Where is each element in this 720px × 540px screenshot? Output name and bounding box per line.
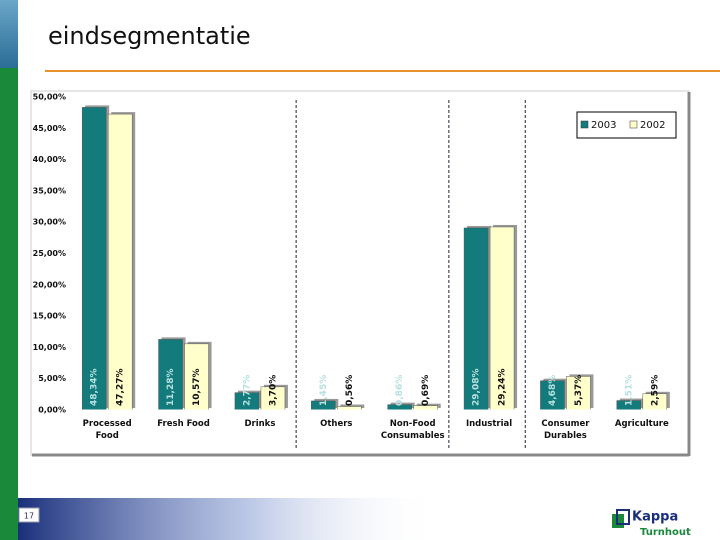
value-label: 0,56%: [345, 375, 355, 406]
legend-swatch: [580, 120, 589, 129]
side-accent: [0, 0, 18, 68]
legend-label: 2003: [591, 120, 616, 131]
logo-name: Kappa: [632, 510, 678, 525]
bar: [566, 376, 591, 411]
logo-mark: [616, 509, 630, 525]
y-tick-label: 50,00%: [33, 93, 66, 102]
y-tick-label: 35,00%: [33, 186, 66, 195]
y-tick-label: 10,00%: [33, 343, 66, 352]
y-tick-label: 15,00%: [33, 312, 66, 321]
footer-band: [18, 498, 438, 540]
y-tick-label: 30,00%: [33, 218, 66, 227]
value-label: 2,59%: [650, 375, 660, 406]
value-label: 11,28%: [166, 369, 176, 407]
bar: [489, 226, 515, 411]
page-box: [18, 507, 40, 523]
y-tick-label: 20,00%: [33, 280, 66, 289]
bar: [158, 339, 183, 411]
slide-title: eindsegmentatie: [48, 22, 251, 50]
value-label: 5,37%: [574, 375, 584, 406]
y-tick-label: 40,00%: [33, 155, 66, 164]
x-tick-label: Drinks: [244, 419, 276, 429]
value-label: 29,08%: [472, 369, 482, 407]
page-number: 17: [24, 512, 34, 521]
legend: [576, 111, 677, 139]
x-tick-label: Non-Food Consumables: [380, 419, 445, 441]
value-label: 2,77%: [242, 375, 252, 406]
y-tick-label: 45,00%: [33, 124, 66, 133]
x-tick-label: Industrial: [465, 419, 513, 429]
bar: [337, 406, 362, 411]
value-label: 29,24%: [498, 369, 508, 407]
y-tick-label: 5,00%: [38, 374, 66, 383]
x-tick-label: Agriculture: [614, 419, 669, 429]
bar: [463, 227, 489, 411]
value-label: 1,45%: [319, 375, 329, 406]
value-label: 47,27%: [116, 369, 126, 407]
bar: [540, 380, 565, 411]
value-label: 3,70%: [268, 375, 278, 406]
value-label: 0,86%: [395, 375, 405, 406]
y-tick-label: 25,00%: [33, 249, 66, 258]
legend-swatch: [629, 120, 638, 129]
x-tick-label: Others: [320, 419, 353, 429]
value-label: 10,57%: [192, 369, 202, 407]
bar: [184, 343, 209, 411]
value-label: 48,34%: [90, 369, 100, 407]
x-tick-label: Consumer Durables: [541, 419, 590, 441]
x-tick-label: Processed Food: [82, 419, 132, 441]
value-label: 1,51%: [624, 375, 634, 406]
logo-place: Turnhout: [640, 527, 691, 538]
side-bar: [0, 68, 18, 540]
value-label: 0,69%: [421, 375, 431, 406]
x-tick-label: Fresh Food: [157, 419, 210, 429]
y-tick-label: 0,00%: [38, 406, 66, 415]
bar: [107, 113, 133, 411]
value-label: 4,68%: [548, 375, 558, 406]
legend-label: 2002: [640, 120, 665, 131]
bar: [81, 107, 107, 411]
